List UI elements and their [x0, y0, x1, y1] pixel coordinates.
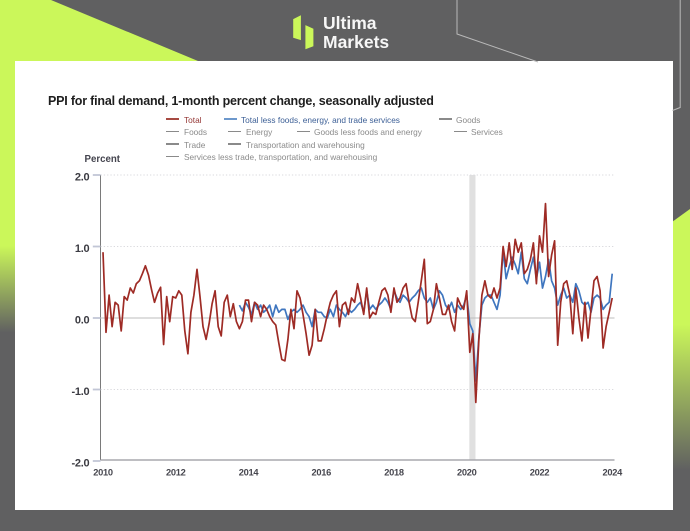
svg-text:2020: 2020	[457, 468, 477, 478]
svg-text:2014: 2014	[239, 468, 260, 478]
svg-text:2022: 2022	[530, 468, 550, 478]
svg-text:-1.0: -1.0	[72, 386, 90, 398]
svg-text:2010: 2010	[93, 468, 113, 478]
svg-text:2018: 2018	[384, 468, 404, 478]
svg-text:2.0: 2.0	[75, 171, 90, 183]
svg-text:2016: 2016	[311, 468, 331, 478]
svg-text:2024: 2024	[602, 468, 623, 478]
svg-text:-2.0: -2.0	[72, 457, 90, 469]
svg-text:2012: 2012	[166, 468, 186, 478]
svg-text:1.0: 1.0	[75, 243, 90, 255]
svg-text:0.0: 0.0	[75, 314, 90, 326]
